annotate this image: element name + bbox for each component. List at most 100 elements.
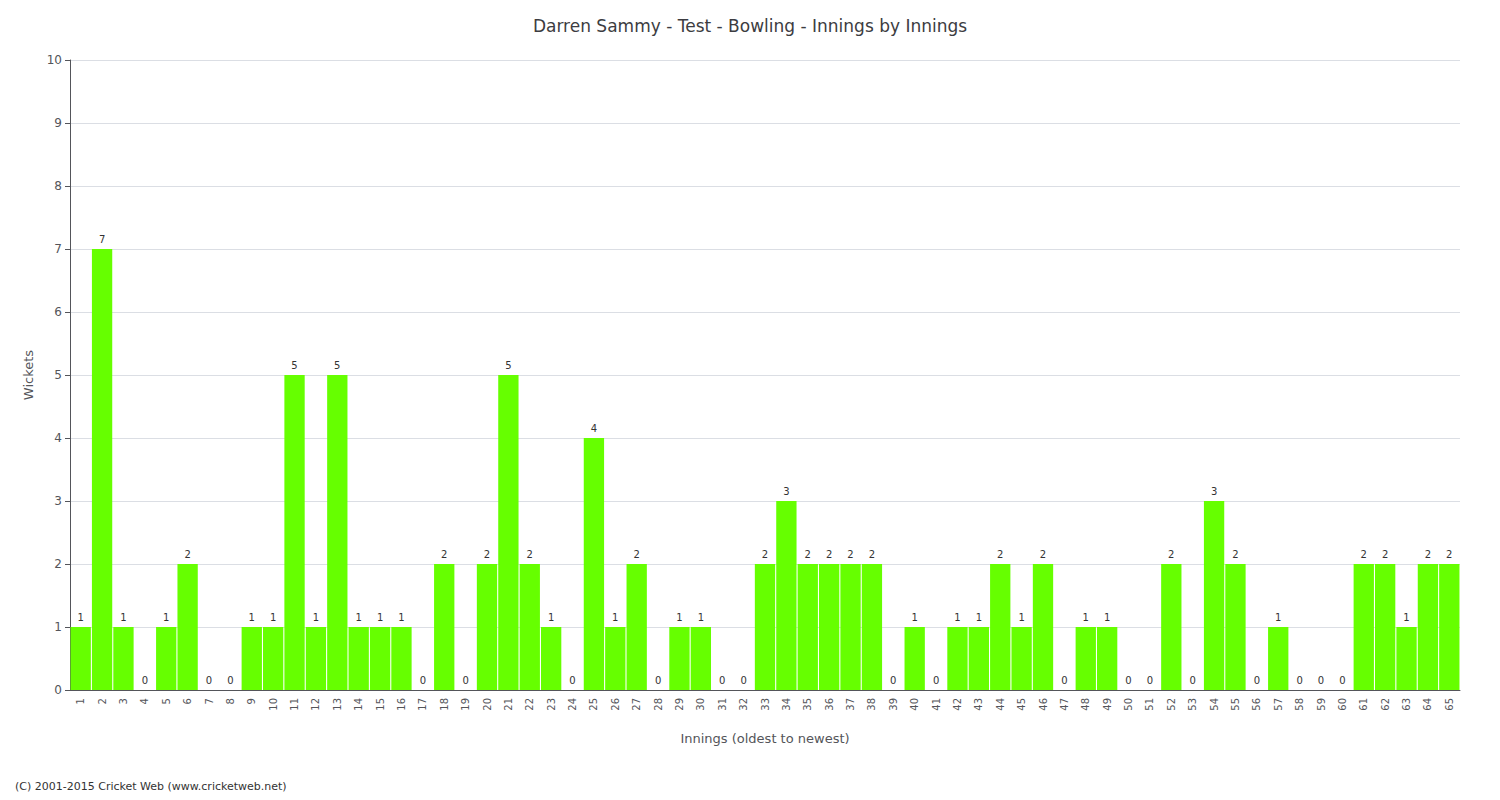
svg-text:0: 0 <box>1254 675 1260 686</box>
svg-text:Innings (oldest to newest): Innings (oldest to newest) <box>680 731 849 746</box>
svg-text:59: 59 <box>1316 698 1327 711</box>
svg-text:57: 57 <box>1273 698 1284 711</box>
svg-text:34: 34 <box>781 698 792 711</box>
svg-text:30: 30 <box>695 698 706 711</box>
svg-text:58: 58 <box>1294 698 1305 711</box>
svg-text:2: 2 <box>1425 549 1431 560</box>
svg-text:0: 0 <box>719 675 725 686</box>
svg-text:2: 2 <box>1382 549 1388 560</box>
svg-text:Darren Sammy - Test - Bowling: Darren Sammy - Test - Bowling - Innings … <box>533 16 967 36</box>
svg-text:54: 54 <box>1209 698 1220 711</box>
svg-text:0: 0 <box>1296 675 1302 686</box>
svg-text:60: 60 <box>1337 698 1348 711</box>
svg-text:25: 25 <box>588 698 599 711</box>
svg-text:1: 1 <box>377 612 383 623</box>
svg-text:38: 38 <box>866 698 877 711</box>
svg-text:55: 55 <box>1230 698 1241 711</box>
svg-text:15: 15 <box>375 698 386 711</box>
svg-text:8: 8 <box>225 698 236 704</box>
svg-text:1: 1 <box>54 620 62 634</box>
svg-text:33: 33 <box>760 698 771 711</box>
svg-text:56: 56 <box>1251 698 1262 711</box>
svg-text:2: 2 <box>1168 549 1174 560</box>
svg-text:7: 7 <box>99 234 105 245</box>
svg-text:18: 18 <box>439 698 450 711</box>
svg-text:0: 0 <box>1339 675 1345 686</box>
svg-text:1: 1 <box>698 612 704 623</box>
svg-text:1: 1 <box>1083 612 1089 623</box>
svg-text:Wickets: Wickets <box>21 350 36 400</box>
svg-text:0: 0 <box>890 675 896 686</box>
svg-text:2: 2 <box>805 549 811 560</box>
svg-text:0: 0 <box>206 675 212 686</box>
svg-text:51: 51 <box>1144 698 1155 711</box>
svg-text:2: 2 <box>527 549 533 560</box>
svg-text:42: 42 <box>952 698 963 711</box>
svg-text:35: 35 <box>802 698 813 711</box>
svg-text:0: 0 <box>1190 675 1196 686</box>
svg-text:47: 47 <box>1059 698 1070 711</box>
svg-text:52: 52 <box>1166 698 1177 711</box>
svg-text:2: 2 <box>441 549 447 560</box>
svg-text:22: 22 <box>524 698 535 711</box>
svg-text:36: 36 <box>824 698 835 711</box>
svg-text:2: 2 <box>1040 549 1046 560</box>
svg-text:17: 17 <box>417 698 428 711</box>
svg-text:1: 1 <box>398 612 404 623</box>
svg-text:1: 1 <box>78 612 84 623</box>
svg-text:1: 1 <box>1104 612 1110 623</box>
svg-text:1: 1 <box>163 612 169 623</box>
svg-text:26: 26 <box>610 698 621 711</box>
svg-text:6: 6 <box>182 698 193 704</box>
svg-text:0: 0 <box>655 675 661 686</box>
svg-text:2: 2 <box>826 549 832 560</box>
svg-text:2: 2 <box>997 549 1003 560</box>
svg-text:2: 2 <box>869 549 875 560</box>
svg-text:65: 65 <box>1444 698 1455 711</box>
svg-text:3: 3 <box>1211 486 1217 497</box>
svg-text:5: 5 <box>161 698 172 704</box>
svg-text:5: 5 <box>505 360 511 371</box>
svg-text:2: 2 <box>484 549 490 560</box>
svg-text:46: 46 <box>1038 698 1049 711</box>
svg-text:2: 2 <box>97 698 108 704</box>
svg-text:28: 28 <box>653 698 664 711</box>
svg-text:0: 0 <box>54 683 62 697</box>
svg-text:7: 7 <box>204 698 215 704</box>
svg-text:1: 1 <box>954 612 960 623</box>
svg-text:2: 2 <box>762 549 768 560</box>
svg-text:1: 1 <box>249 612 255 623</box>
svg-text:2: 2 <box>847 549 853 560</box>
svg-text:49: 49 <box>1102 698 1113 711</box>
svg-text:50: 50 <box>1123 698 1134 711</box>
svg-text:4: 4 <box>591 423 597 434</box>
svg-text:44: 44 <box>995 698 1006 711</box>
svg-text:43: 43 <box>973 698 984 711</box>
svg-text:2: 2 <box>1361 549 1367 560</box>
svg-text:1: 1 <box>120 612 126 623</box>
svg-text:29: 29 <box>674 698 685 711</box>
svg-text:45: 45 <box>1016 698 1027 711</box>
svg-text:20: 20 <box>482 698 493 711</box>
svg-text:9: 9 <box>54 116 62 130</box>
svg-text:1: 1 <box>548 612 554 623</box>
svg-text:39: 39 <box>888 698 899 711</box>
svg-text:2: 2 <box>1446 549 1452 560</box>
svg-text:1: 1 <box>1275 612 1281 623</box>
svg-text:48: 48 <box>1080 698 1091 711</box>
svg-text:1: 1 <box>1403 612 1409 623</box>
svg-text:5: 5 <box>291 360 297 371</box>
svg-text:0: 0 <box>1318 675 1324 686</box>
svg-text:0: 0 <box>933 675 939 686</box>
svg-text:1: 1 <box>313 612 319 623</box>
svg-text:1: 1 <box>356 612 362 623</box>
svg-text:2: 2 <box>184 549 190 560</box>
svg-text:16: 16 <box>396 698 407 711</box>
svg-text:0: 0 <box>462 675 468 686</box>
svg-text:0: 0 <box>740 675 746 686</box>
svg-text:0: 0 <box>142 675 148 686</box>
svg-text:1: 1 <box>270 612 276 623</box>
svg-text:1: 1 <box>676 612 682 623</box>
svg-text:8: 8 <box>54 179 62 193</box>
svg-text:24: 24 <box>567 698 578 711</box>
